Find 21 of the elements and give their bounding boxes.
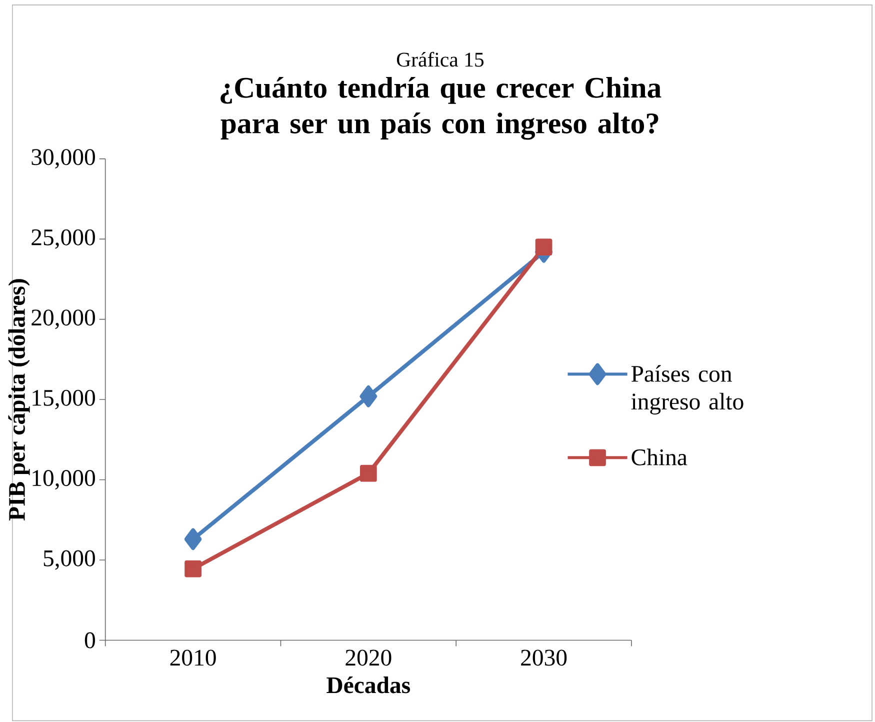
y-tick-label: 10,000 [32,470,95,490]
y-tick-label: 20,000 [32,310,95,330]
y-tick-label: 30,000 [32,149,95,169]
y-tick-label: 0 [84,632,95,648]
point [535,238,552,256]
x-tick-label: 2020 [346,650,392,666]
y-tick-label: 25,000 [32,229,95,249]
point [184,528,202,550]
point [184,560,202,578]
x-tick-label: 2030 [521,650,567,666]
y-axis-title: PIB per cápita (dólares) [8,279,30,521]
point [360,386,378,408]
x-axis-title: Décadas [326,676,410,694]
legend-label: China [632,448,688,466]
y-tick-label: 5,000 [44,550,95,570]
x-tick-label: 2010 [170,650,216,666]
legend-label: Países con ingreso alto [631,365,744,415]
point [360,465,377,482]
chart-subtitle: Gráfica 15 [396,52,484,67]
chart-title: ¿Cuánto tendría que crecer China para ser un país con ingreso alto? [220,77,662,140]
y-tick-label: 15,000 [32,390,95,410]
